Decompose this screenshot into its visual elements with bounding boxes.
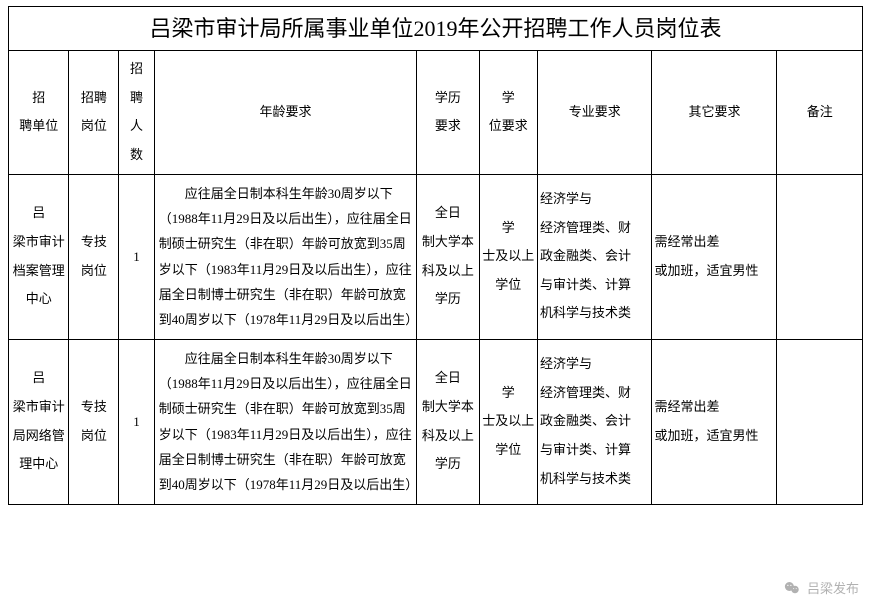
table-title: 吕梁市审计局所属事业单位2019年公开招聘工作人员岗位表 bbox=[9, 7, 863, 51]
cell-age: 应往届全日制本科生年龄30周岁以下（1988年11月29日及以后出生），应往届全… bbox=[154, 174, 416, 339]
cell-other: 需经常出差 或加班，适宜男性 bbox=[652, 339, 777, 504]
document-page: 吕梁市审计局所属事业单位2019年公开招聘工作人员岗位表 招 聘单位 招聘 岗位… bbox=[0, 0, 871, 513]
col-major: 专业要求 bbox=[537, 51, 652, 174]
table-row: 吕 梁市审计 档案管理 中心 专技 岗位 1 应往届全日制本科生年龄30周岁以下… bbox=[9, 174, 863, 339]
cell-position: 专技 岗位 bbox=[69, 339, 119, 504]
col-degree: 学 位要求 bbox=[479, 51, 537, 174]
col-other: 其它要求 bbox=[652, 51, 777, 174]
col-note: 备注 bbox=[777, 51, 863, 174]
col-position: 招聘 岗位 bbox=[69, 51, 119, 174]
cell-position: 专技 岗位 bbox=[69, 174, 119, 339]
cell-other: 需经常出差 或加班，适宜男性 bbox=[652, 174, 777, 339]
cell-age: 应往届全日制本科生年龄30周岁以下（1988年11月29日及以后出生），应往届全… bbox=[154, 339, 416, 504]
cell-degree: 学 士及以上 学位 bbox=[479, 339, 537, 504]
cell-unit: 吕 梁市审计 局网络管 理中心 bbox=[9, 339, 69, 504]
col-unit: 招 聘单位 bbox=[9, 51, 69, 174]
cell-education: 全日 制大学本 科及以上 学历 bbox=[417, 174, 479, 339]
col-age: 年龄要求 bbox=[154, 51, 416, 174]
cell-degree: 学 士及以上 学位 bbox=[479, 174, 537, 339]
cell-major: 经济学与 经济管理类、财 政金融类、会计 与审计类、计算 机科学与技术类 bbox=[537, 339, 652, 504]
watermark-label: 吕梁发布 bbox=[807, 578, 859, 597]
col-education: 学历 要求 bbox=[417, 51, 479, 174]
wechat-icon bbox=[783, 579, 801, 597]
recruitment-table: 吕梁市审计局所属事业单位2019年公开招聘工作人员岗位表 招 聘单位 招聘 岗位… bbox=[8, 6, 863, 505]
cell-note bbox=[777, 339, 863, 504]
col-count: 招 聘 人 数 bbox=[119, 51, 154, 174]
title-row: 吕梁市审计局所属事业单位2019年公开招聘工作人员岗位表 bbox=[9, 7, 863, 51]
cell-count: 1 bbox=[119, 174, 154, 339]
cell-count: 1 bbox=[119, 339, 154, 504]
cell-major: 经济学与 经济管理类、财 政金融类、会计 与审计类、计算 机科学与技术类 bbox=[537, 174, 652, 339]
table-row: 吕 梁市审计 局网络管 理中心 专技 岗位 1 应往届全日制本科生年龄30周岁以… bbox=[9, 339, 863, 504]
cell-note bbox=[777, 174, 863, 339]
cell-unit: 吕 梁市审计 档案管理 中心 bbox=[9, 174, 69, 339]
watermark: 吕梁发布 bbox=[783, 578, 859, 597]
cell-education: 全日 制大学本 科及以上 学历 bbox=[417, 339, 479, 504]
header-row: 招 聘单位 招聘 岗位 招 聘 人 数 年龄要求 学历 要求 学 位要求 专业要… bbox=[9, 51, 863, 174]
